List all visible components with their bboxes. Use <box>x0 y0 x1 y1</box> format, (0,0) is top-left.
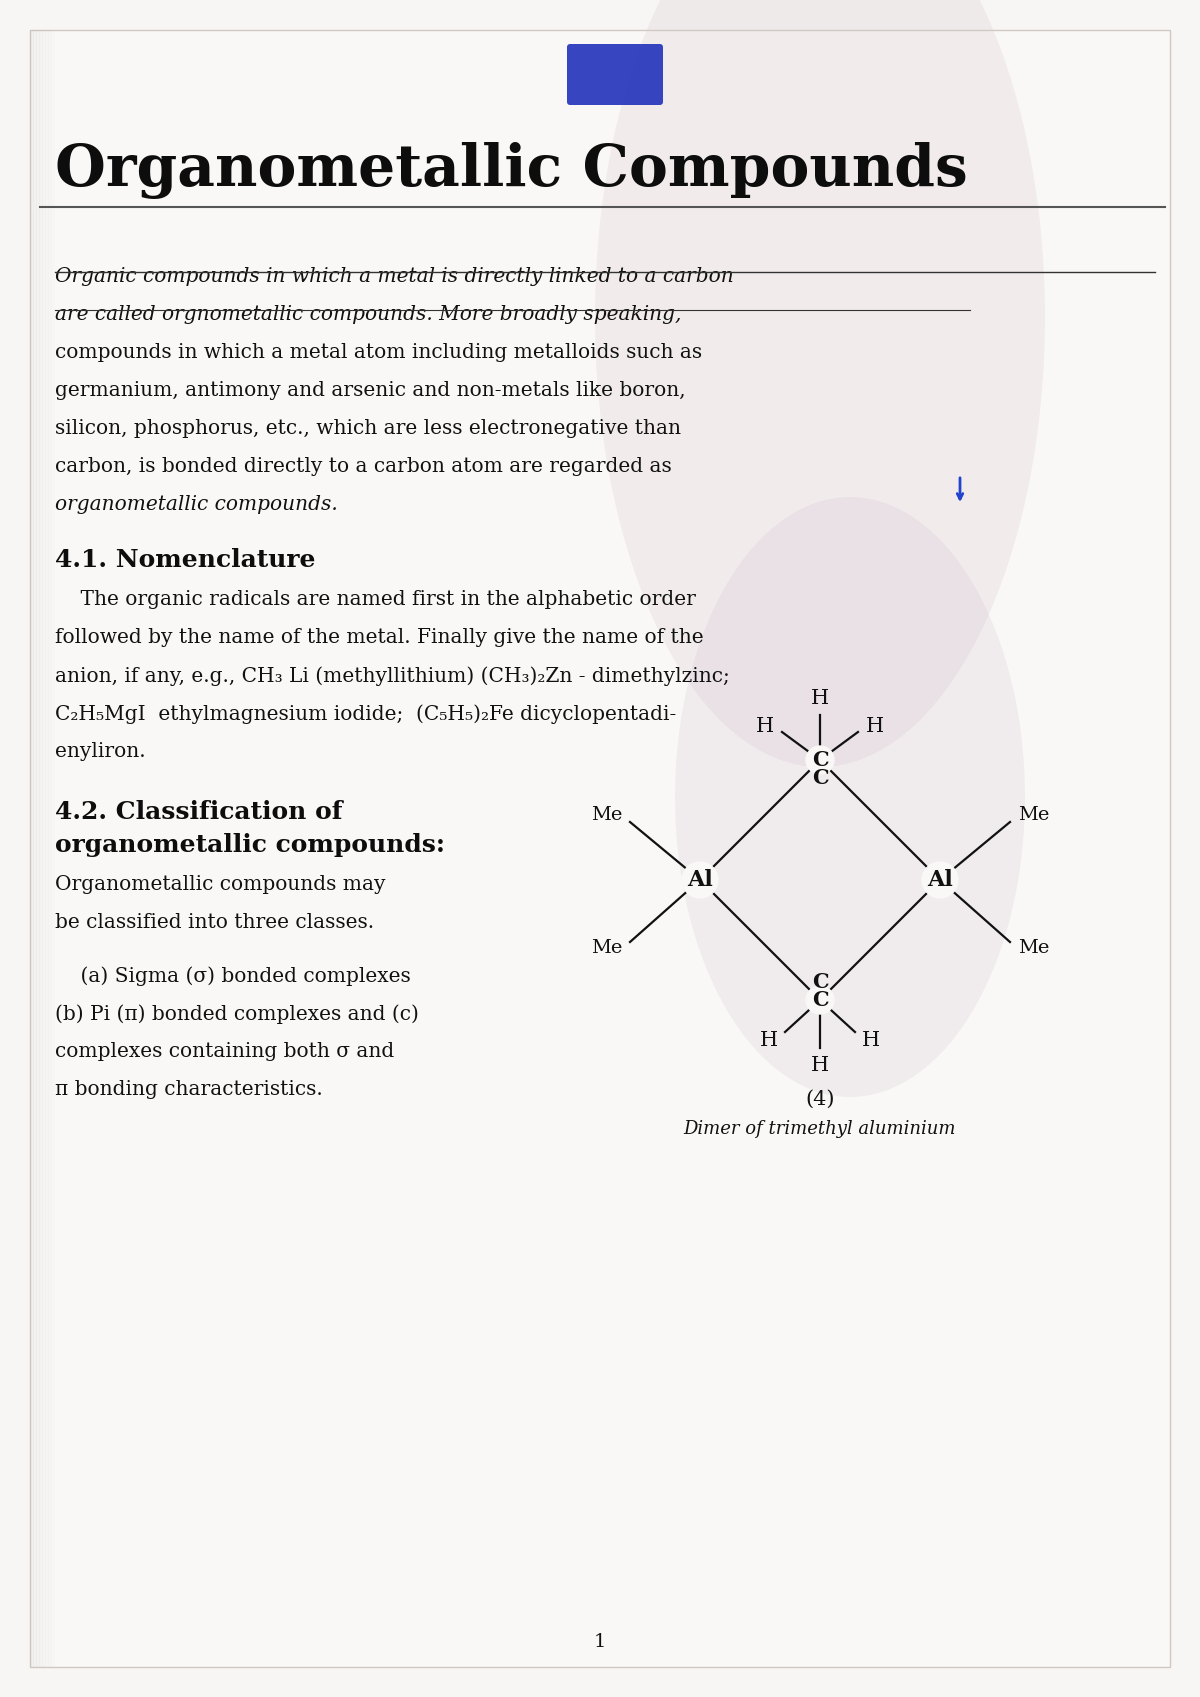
Text: Me: Me <box>1018 806 1049 825</box>
Text: C₂H₅MgI  ethylmagnesium iodide;  (C₅H₅)₂Fe dicyclopentadi-: C₂H₅MgI ethylmagnesium iodide; (C₅H₅)₂Fe… <box>55 704 677 723</box>
Text: carbon, is bonded directly to a carbon atom are regarded as: carbon, is bonded directly to a carbon a… <box>55 456 672 475</box>
Circle shape <box>682 862 718 898</box>
Text: 4.2. Classification of: 4.2. Classification of <box>55 799 342 825</box>
FancyBboxPatch shape <box>34 31 37 1666</box>
Text: Me: Me <box>590 806 622 825</box>
FancyBboxPatch shape <box>30 31 1170 1666</box>
Text: silicon, phosphorus, etc., which are less electronegative than: silicon, phosphorus, etc., which are les… <box>55 419 682 438</box>
Text: (a) Sigma (σ) bonded complexes: (a) Sigma (σ) bonded complexes <box>55 966 410 986</box>
Text: followed by the name of the metal. Finally give the name of the: followed by the name of the metal. Final… <box>55 628 703 647</box>
Circle shape <box>922 862 958 898</box>
FancyBboxPatch shape <box>30 31 34 1666</box>
Text: 4.1. Nomenclature: 4.1. Nomenclature <box>55 548 316 572</box>
Text: C: C <box>811 972 828 993</box>
Circle shape <box>806 747 834 774</box>
Text: Al: Al <box>928 869 953 891</box>
Text: compounds in which a metal atom including metalloids such as: compounds in which a metal atom includin… <box>55 343 702 361</box>
Text: H: H <box>811 1056 829 1074</box>
Ellipse shape <box>674 497 1025 1096</box>
Text: (b) Pi (π) bonded complexes and (c): (b) Pi (π) bonded complexes and (c) <box>55 1005 419 1023</box>
Text: C: C <box>811 989 828 1010</box>
Text: Dimer of trimethyl aluminium: Dimer of trimethyl aluminium <box>684 1120 956 1139</box>
Text: π bonding characteristics.: π bonding characteristics. <box>55 1079 323 1100</box>
FancyBboxPatch shape <box>568 44 662 105</box>
Text: (4): (4) <box>805 1089 835 1110</box>
Text: H: H <box>760 1030 778 1049</box>
Text: C: C <box>811 769 828 787</box>
Text: organometallic compounds.: organometallic compounds. <box>55 496 337 514</box>
Ellipse shape <box>595 0 1045 767</box>
Text: germanium, antimony and arsenic and non-metals like boron,: germanium, antimony and arsenic and non-… <box>55 382 685 400</box>
Text: Me: Me <box>590 938 622 957</box>
Text: Organometallic compounds may: Organometallic compounds may <box>55 876 385 894</box>
Text: enyliron.: enyliron. <box>55 742 145 760</box>
Text: The organic radicals are named first in the alphabetic order: The organic radicals are named first in … <box>55 591 696 609</box>
Text: Organometallic Compounds: Organometallic Compounds <box>55 143 967 199</box>
Text: 1: 1 <box>594 1633 606 1651</box>
Circle shape <box>806 986 834 1015</box>
Text: Me: Me <box>1018 938 1049 957</box>
Text: H: H <box>811 689 829 708</box>
Text: Al: Al <box>688 869 713 891</box>
Text: Organic compounds in which a metal is directly linked to a carbon: Organic compounds in which a metal is di… <box>55 266 733 287</box>
Text: are called orgnometallic compounds. More broadly speaking,: are called orgnometallic compounds. More… <box>55 305 682 324</box>
Text: organometallic compounds:: organometallic compounds: <box>55 833 445 857</box>
Text: H: H <box>756 716 774 735</box>
Text: anion, if any, e.g., CH₃ Li (methyllithium) (CH₃)₂Zn - dimethylzinc;: anion, if any, e.g., CH₃ Li (methyllithi… <box>55 665 730 686</box>
Text: complexes containing both σ and: complexes containing both σ and <box>55 1042 395 1061</box>
Text: be classified into three classes.: be classified into three classes. <box>55 913 374 932</box>
Text: C: C <box>811 750 828 770</box>
Text: H: H <box>866 716 884 735</box>
Text: H: H <box>862 1030 880 1049</box>
